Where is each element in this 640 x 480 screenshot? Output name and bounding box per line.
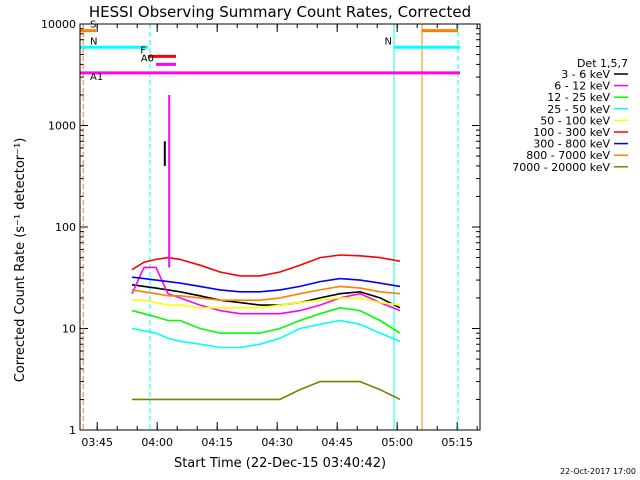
legend-label: 50 - 100 keV <box>540 114 610 127</box>
y-tick-label: 10000 <box>41 18 76 31</box>
x-tick-label: 04:30 <box>261 436 293 449</box>
x-tick-label: 04:45 <box>321 436 353 449</box>
legend-label: 100 - 300 keV <box>533 126 610 139</box>
x-tick-label: 03:45 <box>81 436 113 449</box>
series-line <box>132 380 401 401</box>
series-line <box>131 319 401 349</box>
flag-label: A0 <box>141 53 154 64</box>
flag-label: S <box>90 20 96 31</box>
plot-frame <box>79 23 481 431</box>
flag-label: N <box>385 36 392 47</box>
legend-label: 300 - 800 keV <box>533 138 610 151</box>
y-tick-label: 1000 <box>48 120 76 133</box>
legend-label: 7000 - 20000 keV <box>512 161 610 174</box>
series-line <box>132 297 401 309</box>
x-tick-label: 05:00 <box>381 436 413 449</box>
x-axis-label: Start Time (22-Dec-15 03:40:42) <box>174 456 386 471</box>
series-line <box>131 285 401 302</box>
footer-timestamp: 22-Oct-2017 17:00 <box>560 467 636 476</box>
series-line <box>131 254 401 277</box>
legend-label: 3 - 6 keV <box>561 68 610 81</box>
series-line <box>131 283 401 309</box>
chart-title: HESSI Observing Summary Count Rates, Cor… <box>89 3 471 21</box>
flag-label: F <box>140 45 146 56</box>
x-tick-label: 04:00 <box>141 436 173 449</box>
series-line <box>131 306 401 334</box>
legend-label: 6 - 12 keV <box>554 80 610 93</box>
y-tick-label: 100 <box>55 221 76 234</box>
y-tick-label: 1 <box>69 424 76 437</box>
x-tick-label: 04:15 <box>201 436 233 449</box>
y-axis-label: Corrected Count Rate (s⁻¹ detector⁻¹) <box>13 138 28 383</box>
flag-label: A1 <box>90 72 103 83</box>
series-line <box>131 276 401 293</box>
flag-label: N <box>90 36 97 47</box>
y-tick-label: 10 <box>62 323 76 336</box>
legend-label: 25 - 50 keV <box>547 103 610 116</box>
legend-label: 12 - 25 keV <box>547 91 610 104</box>
legend-label: 800 - 7000 keV <box>526 149 610 162</box>
legend-title: Det 1,5,7 <box>577 57 628 70</box>
x-tick-label: 05:15 <box>441 436 473 449</box>
